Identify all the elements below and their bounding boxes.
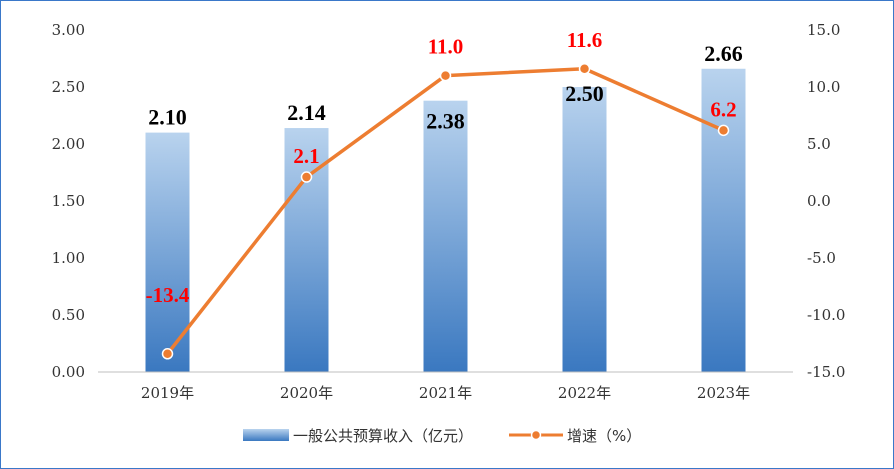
left-axis-tick-label: 3.00 (52, 21, 85, 39)
right-axis-tick-label: -5.0 (807, 249, 836, 267)
x-axis-tick-label: 2023年 (697, 384, 750, 402)
legend-bar-swatch (243, 429, 289, 441)
left-axis-tick-label: 2.00 (52, 135, 85, 153)
bar (145, 132, 190, 372)
growth-value-label: 11.6 (567, 28, 603, 52)
left-axis-tick-label: 1.50 (52, 192, 85, 210)
bar (562, 87, 607, 372)
growth-point (300, 171, 313, 183)
x-axis: 2019年 2020年 2021年 2022年 2023年 (98, 371, 793, 402)
legend: 一般公共预算收入（亿元） 增速（%） (243, 427, 641, 445)
legend-line-marker (530, 429, 542, 441)
x-axis-tick-label: 2020年 (280, 384, 333, 402)
growth-point (161, 348, 174, 360)
x-axis-tick-label: 2021年 (419, 384, 472, 402)
bar (423, 100, 468, 373)
data-labels-group: 2.10 2.14 2.38 2.50 2.66 -13.4 2.1 11.0 11.6 6.2 (146, 28, 743, 307)
growth-point (717, 124, 730, 137)
left-axis-tick-label: 0.00 (52, 363, 85, 381)
bar-value-label: 2.66 (704, 41, 743, 66)
right-axis-tick-label: 0.0 (807, 192, 831, 210)
bar-value-label: 2.38 (426, 109, 465, 134)
x-axis-tick-label: 2019年 (141, 384, 194, 402)
right-axis-tick-label: 10.0 (807, 78, 840, 96)
growth-value-label: 6.2 (710, 97, 736, 121)
bars-group (145, 68, 746, 373)
left-axis-tick-label: 1.00 (52, 249, 85, 267)
right-axis-tick-label: 5.0 (807, 135, 831, 153)
left-axis: 0.00 0.50 1.00 1.50 2.00 2.50 3.00 (52, 21, 85, 381)
right-axis-tick-label: -10.0 (807, 306, 845, 324)
bar-value-label: 2.14 (287, 100, 326, 125)
legend-line-label: 增速（%） (567, 427, 641, 445)
left-axis-tick-label: 0.50 (52, 306, 85, 324)
right-axis: -15.0 -10.0 -5.0 0.0 5.0 10.0 15.0 (807, 21, 845, 381)
bar-value-label: 2.50 (565, 81, 604, 106)
bar (701, 68, 746, 372)
left-axis-tick-label: 2.50 (52, 78, 85, 96)
growth-value-label: 2.1 (293, 144, 319, 168)
x-axis-tick-label: 2022年 (558, 384, 611, 402)
bar-value-label: 2.10 (148, 105, 187, 130)
legend-bar-label: 一般公共预算收入（亿元） (293, 427, 473, 445)
bar (284, 128, 329, 372)
right-axis-tick-label: -15.0 (807, 363, 845, 381)
growth-point (439, 69, 452, 82)
growth-line-group (161, 63, 730, 360)
right-axis-tick-label: 15.0 (807, 21, 840, 39)
growth-value-label: 11.0 (428, 35, 464, 59)
growth-value-label: -13.4 (146, 283, 190, 307)
growth-point (578, 63, 591, 75)
